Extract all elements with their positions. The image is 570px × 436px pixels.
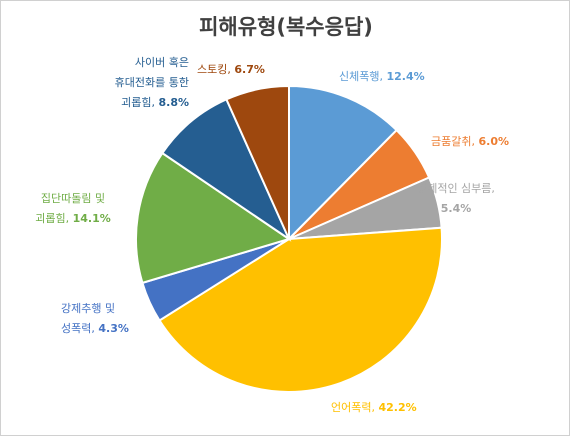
slice-percent: 6.7% (234, 63, 265, 76)
slice-label-text: 신체폭행, (339, 70, 383, 83)
slice-percent: 5.4% (440, 202, 472, 215)
slice-data-label: 스토킹, 6.7% (197, 60, 265, 80)
pie-slice (225, 84, 290, 240)
slice-label-text: 휴대전화를 통한 (114, 76, 189, 89)
slice-percent: 6.0% (478, 135, 509, 148)
slice-label-text: 괴롭힘, (35, 212, 70, 225)
pie-slice (158, 226, 443, 393)
slice-label-text: 성폭력, (61, 322, 95, 335)
slice-label-text: 사이버 혹은 (134, 56, 189, 69)
slice-label-text: 집단따돌림 및 (40, 192, 106, 205)
slice-data-label: 언어폭력, 42.2% (331, 398, 417, 418)
slice-data-label: 금품갈취, 6.0% (431, 132, 509, 152)
slice-label-text: 언어폭력, (331, 401, 375, 414)
slice-percent: 12.4% (386, 70, 425, 83)
pie-slice (288, 84, 399, 242)
slice-label-text: 강제적인 심부름, (417, 182, 495, 195)
slice-label-text: 괴롭힘, (121, 96, 155, 109)
slice-label-text: 금품갈취, (431, 135, 475, 148)
slice-data-label: 강제적인 심부름, 5.4% (386, 179, 526, 219)
slice-percent: 14.1% (72, 212, 111, 225)
slice-percent: 8.8% (158, 96, 189, 109)
slice-label-text: 강제추행 및 (61, 302, 116, 315)
pie-slice (160, 98, 292, 242)
pie-slice (135, 151, 292, 285)
slice-percent: 4.3% (98, 322, 129, 335)
slice-percent: 42.2% (378, 401, 417, 414)
slice-data-label: 신체폭행, 12.4% (339, 67, 425, 87)
chart-title: 피해유형(복수응답) (199, 15, 373, 39)
slice-label-text: 스토킹, (197, 63, 231, 76)
